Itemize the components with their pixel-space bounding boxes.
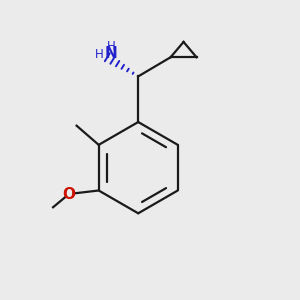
Text: O: O bbox=[62, 187, 75, 202]
Text: H: H bbox=[95, 48, 103, 62]
Text: H: H bbox=[106, 40, 115, 52]
Text: N: N bbox=[104, 46, 117, 61]
